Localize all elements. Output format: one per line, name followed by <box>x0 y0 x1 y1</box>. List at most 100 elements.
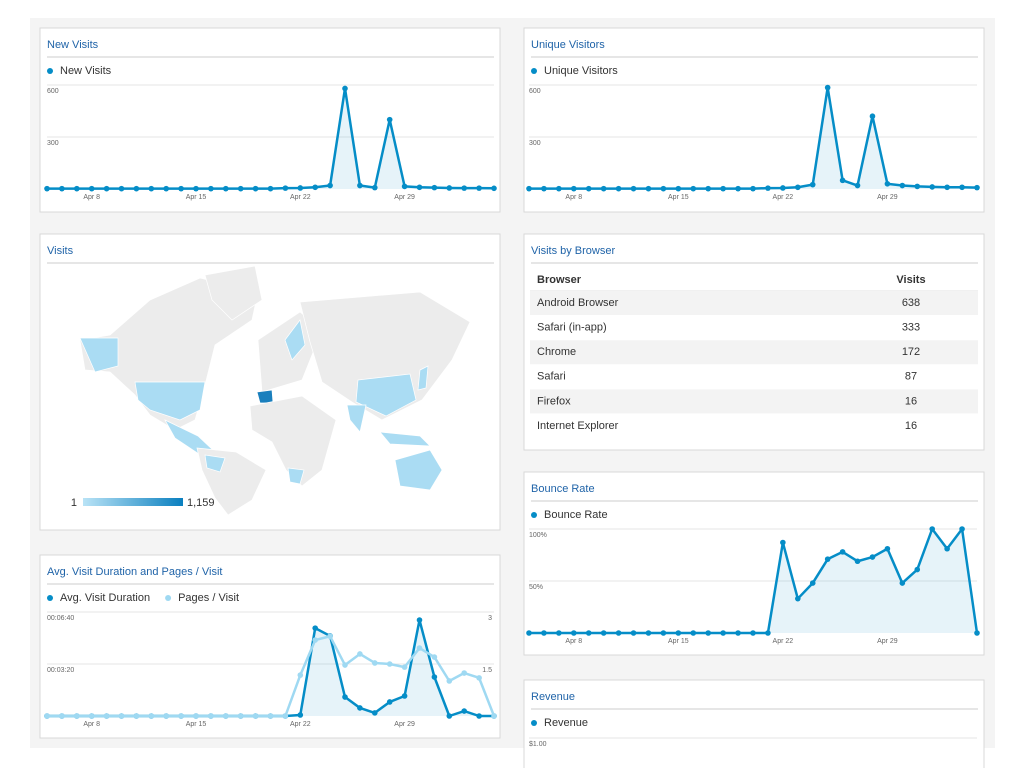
legend-label: New Visits <box>60 65 112 77</box>
data-point <box>750 185 756 192</box>
data-point <box>88 185 95 192</box>
data-point <box>690 185 697 192</box>
data-point <box>914 183 921 190</box>
x-tick-label: Apr 29 <box>394 194 415 201</box>
data-point <box>223 713 229 719</box>
data-point <box>416 184 423 191</box>
data-point <box>959 184 965 191</box>
table-cell: 16 <box>905 395 917 407</box>
country <box>79 337 119 373</box>
data-point <box>401 693 408 699</box>
data-point <box>88 713 95 719</box>
x-tick-label: Apr 29 <box>877 638 898 645</box>
data-point <box>944 545 950 552</box>
data-point <box>252 713 259 719</box>
data-point <box>44 185 50 192</box>
data-point <box>357 651 363 657</box>
panel <box>523 679 985 768</box>
column-header: Browser <box>537 274 582 286</box>
row-bg <box>530 389 978 414</box>
data-point <box>357 182 363 189</box>
data-point <box>899 580 906 586</box>
panel <box>523 471 985 656</box>
x-tick-label: Apr 15 <box>668 638 689 645</box>
y-tick-label: 600 <box>529 88 541 95</box>
data-point <box>312 184 319 191</box>
table-cell: 16 <box>905 420 917 432</box>
country <box>287 467 305 485</box>
data-point <box>461 708 468 714</box>
data-point <box>446 678 453 684</box>
data-point <box>869 554 876 560</box>
data-point <box>720 630 726 636</box>
y-tick-label: 100% <box>529 532 547 539</box>
data-point <box>118 185 125 192</box>
data-point <box>571 185 577 192</box>
x-tick-label: Apr 8 <box>83 721 100 728</box>
data-point <box>899 182 906 189</box>
legend-swatch <box>531 68 537 74</box>
data-point <box>884 545 891 552</box>
x-tick-label: Apr 8 <box>83 194 100 201</box>
panel <box>39 554 501 739</box>
data-point <box>59 185 65 192</box>
data-point <box>630 185 637 192</box>
data-point <box>148 713 155 719</box>
data-point <box>556 185 562 192</box>
data-point <box>884 181 891 187</box>
table-cell: Android Browser <box>537 297 619 309</box>
data-point <box>148 185 155 192</box>
x-tick-label: Apr 22 <box>773 638 794 645</box>
data-point <box>914 566 921 573</box>
y-tick-label: 00:03:20 <box>47 667 74 674</box>
data-point <box>386 116 393 123</box>
legend-swatch <box>531 512 537 518</box>
data-point <box>208 185 214 192</box>
table-cell: 87 <box>905 371 917 383</box>
panel-title: Unique Visitors <box>531 39 605 51</box>
data-point <box>839 177 846 184</box>
data-point <box>103 713 110 719</box>
data-point <box>297 185 304 191</box>
data-point <box>193 713 199 719</box>
data-point <box>571 630 577 636</box>
data-point <box>974 630 980 636</box>
data-point <box>491 185 497 192</box>
panel-title: Avg. Visit Duration and Pages / Visit <box>47 566 223 578</box>
country <box>256 389 274 404</box>
x-tick-label: Apr 29 <box>394 721 415 728</box>
data-point <box>446 713 453 719</box>
data-point <box>59 713 65 719</box>
data-point <box>541 185 547 192</box>
legend-swatch <box>165 595 172 601</box>
data-point <box>103 185 110 192</box>
data-point <box>267 185 274 192</box>
legend-min: 1 <box>71 497 77 509</box>
data-point <box>74 713 80 719</box>
series-area <box>529 529 977 633</box>
data-point <box>944 184 950 191</box>
data-point <box>809 181 816 188</box>
data-point <box>809 580 816 586</box>
data-point <box>585 185 592 192</box>
table-cell: Safari (in-app) <box>537 322 607 334</box>
data-point <box>615 185 622 192</box>
y-tick-label: 600 <box>47 88 59 95</box>
data-point <box>735 185 741 192</box>
table-cell: 172 <box>902 346 920 358</box>
y2-tick-label: 1.5 <box>482 667 492 674</box>
data-point <box>133 713 140 719</box>
data-point <box>824 556 831 562</box>
data-point <box>178 713 184 719</box>
data-point <box>372 660 378 666</box>
data-point <box>342 694 348 700</box>
column-header: Visits <box>896 274 925 286</box>
country <box>134 381 206 421</box>
data-point <box>431 674 438 680</box>
panel <box>523 27 985 213</box>
data-point <box>645 630 652 636</box>
data-point <box>645 185 652 192</box>
data-point <box>929 526 935 532</box>
data-point <box>44 713 50 719</box>
